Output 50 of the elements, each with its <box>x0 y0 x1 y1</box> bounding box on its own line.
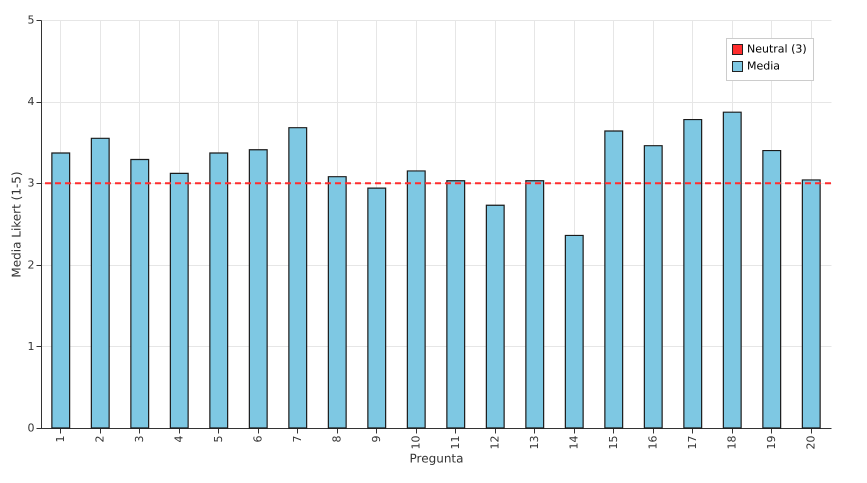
bar <box>209 152 228 429</box>
y-tick-label: 0 <box>28 422 34 434</box>
bar <box>248 149 268 429</box>
x-tick-label: 1 <box>54 436 67 442</box>
x-tick-label: 19 <box>764 436 778 450</box>
x-tick-label: 17 <box>686 436 699 450</box>
x-tick-label: 10 <box>409 436 422 450</box>
y-axis-title: Media Likert (1-5) <box>10 171 24 278</box>
x-tick-label: 6 <box>251 436 264 442</box>
x-tick-label: 16 <box>646 436 660 450</box>
x-tick-label: 18 <box>725 436 738 450</box>
bar <box>51 152 70 429</box>
bar <box>367 187 386 429</box>
bar <box>406 170 426 429</box>
x-tick-label: 20 <box>804 436 818 450</box>
bar <box>486 204 505 429</box>
x-tick-label: 4 <box>172 436 186 442</box>
bar <box>446 180 466 429</box>
bar <box>564 234 584 429</box>
x-tick-label: 12 <box>488 436 502 450</box>
bar <box>328 176 347 429</box>
bar <box>722 112 742 429</box>
bar <box>90 138 110 429</box>
x-tick-label: 3 <box>132 436 146 442</box>
x-tick-label: 13 <box>528 436 541 450</box>
bar <box>170 172 189 429</box>
x-tick-label: 14 <box>567 436 580 450</box>
y-tick-label: 1 <box>28 340 34 353</box>
x-tick-label: 7 <box>290 436 304 442</box>
x-tick-label: 2 <box>93 436 106 442</box>
legend-label: Media <box>747 60 780 72</box>
bar <box>525 180 544 429</box>
bar <box>130 158 150 429</box>
x-tick-label: 5 <box>212 436 225 442</box>
bar <box>604 130 624 429</box>
bar <box>802 179 821 429</box>
bar <box>644 145 663 429</box>
x-tick-label: 8 <box>330 436 344 442</box>
bar <box>683 118 702 429</box>
legend-label: Neutral (3) <box>747 42 807 56</box>
y-tick-label: 5 <box>28 14 34 26</box>
x-tick-label: 9 <box>370 436 383 442</box>
y-tick-label: 3 <box>28 176 34 190</box>
y-tick-label: 2 <box>28 258 34 272</box>
x-axis-title: Pregunta <box>410 451 464 466</box>
bar <box>288 127 308 429</box>
x-tick-label: 11 <box>448 436 462 450</box>
x-tick-label: 15 <box>606 436 620 450</box>
bar <box>762 150 782 429</box>
y-tick-label: 4 <box>28 95 34 108</box>
